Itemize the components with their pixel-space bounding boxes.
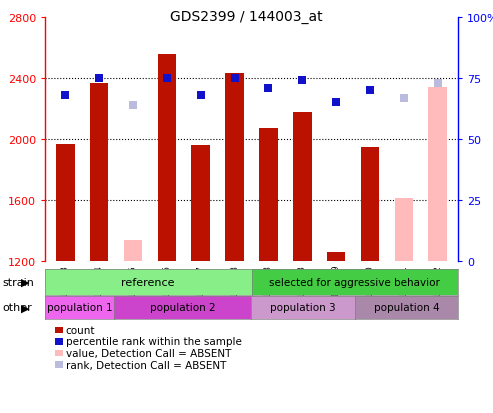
Text: count: count bbox=[66, 325, 95, 335]
Point bbox=[163, 76, 171, 82]
Bar bbox=[124, 240, 142, 261]
Text: selected for aggressive behavior: selected for aggressive behavior bbox=[269, 277, 440, 287]
Point bbox=[95, 76, 103, 82]
Text: reference: reference bbox=[121, 277, 175, 287]
Text: population 4: population 4 bbox=[374, 303, 439, 313]
Bar bbox=[259, 129, 278, 261]
Bar bbox=[428, 88, 447, 261]
Point bbox=[129, 102, 137, 109]
Text: percentile rank within the sample: percentile rank within the sample bbox=[66, 337, 242, 347]
Text: rank, Detection Call = ABSENT: rank, Detection Call = ABSENT bbox=[66, 360, 226, 370]
Bar bbox=[361, 147, 379, 261]
Point bbox=[400, 95, 408, 102]
Bar bbox=[394, 199, 413, 261]
FancyBboxPatch shape bbox=[45, 18, 458, 261]
Text: population 1: population 1 bbox=[47, 303, 112, 313]
Text: ▶: ▶ bbox=[21, 277, 30, 287]
Point bbox=[197, 93, 205, 99]
Point bbox=[61, 93, 69, 99]
Bar bbox=[158, 55, 176, 261]
Point bbox=[231, 76, 239, 82]
Bar bbox=[45, 18, 458, 261]
Text: population 3: population 3 bbox=[270, 303, 336, 313]
Point bbox=[366, 88, 374, 94]
Point bbox=[434, 81, 442, 87]
Text: value, Detection Call = ABSENT: value, Detection Call = ABSENT bbox=[66, 348, 231, 358]
Bar bbox=[225, 74, 244, 261]
Bar bbox=[90, 83, 108, 261]
Point bbox=[332, 100, 340, 107]
Text: other: other bbox=[2, 303, 32, 313]
Point bbox=[264, 85, 272, 92]
Point bbox=[298, 78, 306, 85]
Bar bbox=[327, 252, 346, 261]
Text: ▶: ▶ bbox=[21, 303, 30, 313]
Text: population 2: population 2 bbox=[150, 303, 215, 313]
Bar bbox=[56, 144, 74, 261]
Text: strain: strain bbox=[2, 277, 35, 287]
Bar bbox=[191, 146, 210, 261]
Bar bbox=[293, 112, 312, 261]
Text: GDS2399 / 144003_at: GDS2399 / 144003_at bbox=[170, 10, 323, 24]
